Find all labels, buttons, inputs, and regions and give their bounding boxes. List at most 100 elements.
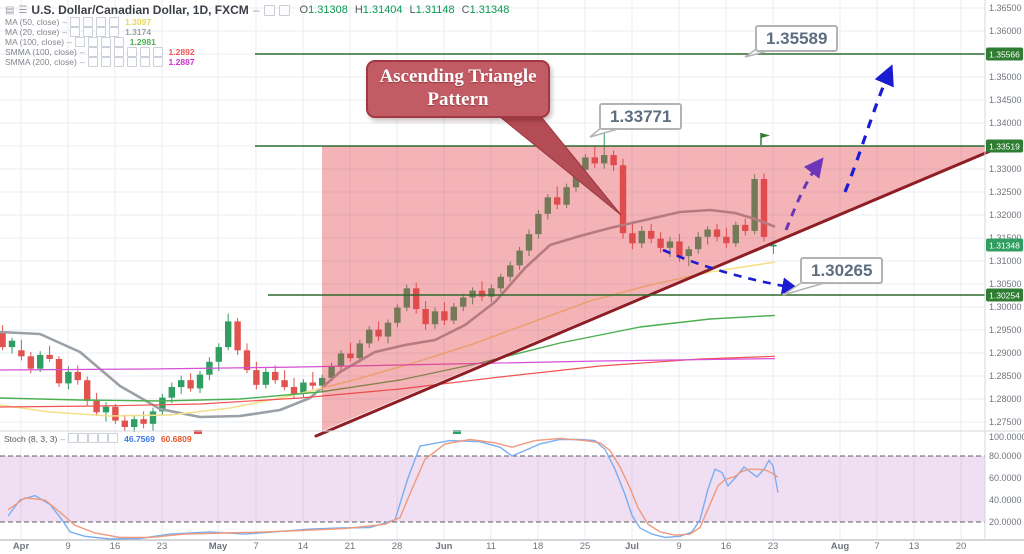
stoch-layer xyxy=(0,430,985,540)
candle-body xyxy=(450,306,457,321)
candle-body xyxy=(563,187,570,205)
candle-body xyxy=(272,371,279,381)
candle-body xyxy=(554,197,561,205)
time-axis-tick: 9 xyxy=(676,541,681,552)
indicator-action-icon[interactable] xyxy=(78,433,89,443)
pane-mark xyxy=(453,430,461,434)
indicator-action-icon[interactable] xyxy=(152,47,163,57)
indicator-action-icon[interactable] xyxy=(109,17,120,27)
indicator-action-icon[interactable] xyxy=(88,433,99,443)
indicator-label: SMMA (200, close) xyxy=(5,57,77,67)
time-axis-tick: 21 xyxy=(345,541,356,552)
time-axis-tick: 25 xyxy=(580,541,591,552)
candle-body xyxy=(394,307,401,323)
indicator-row[interactable]: SMMA (200, close) –1.2887 xyxy=(5,57,195,67)
candle-body xyxy=(27,356,34,369)
stoch-label[interactable]: Stoch (8, 3, 3) xyxy=(4,434,58,444)
bounce-up-arrow[interactable] xyxy=(784,157,824,231)
indicator-label: MA (100, close) xyxy=(5,37,65,47)
projection-down-arrow[interactable] xyxy=(662,248,799,295)
indicator-row[interactable]: MA (50, close) –1.3097 xyxy=(5,17,152,27)
indicator-action-icon[interactable] xyxy=(139,47,150,57)
indicator-action-icon[interactable] xyxy=(83,17,94,27)
time-axis-tick: 13 xyxy=(909,541,920,552)
price-callout-1-33771[interactable]: 1.33771 xyxy=(599,103,683,130)
indicator-action-icon[interactable] xyxy=(100,57,111,67)
candle-body xyxy=(178,380,185,388)
chart-menu-icon[interactable]: ☰ xyxy=(18,4,28,16)
indicator-action-icon[interactable] xyxy=(87,47,98,57)
price-axis-tick: 1.30500 xyxy=(989,279,1022,289)
indicator-action-icon[interactable] xyxy=(83,27,94,37)
indicator-action-icon[interactable] xyxy=(113,57,124,67)
indicator-action-icon[interactable] xyxy=(74,37,85,47)
indicator-action-icon[interactable] xyxy=(98,433,109,443)
indicator-action-icon[interactable] xyxy=(139,57,150,67)
candle-body xyxy=(619,165,627,234)
indicator-action-icon[interactable] xyxy=(109,27,120,37)
ma-line-ma-20 xyxy=(0,208,776,419)
candle-body xyxy=(629,233,636,244)
indicator-row[interactable]: SMMA (100, close) –1.2892 xyxy=(5,47,195,57)
indicator-action-icon[interactable] xyxy=(126,47,137,57)
price-callout-1-35589[interactable]: 1.35589 xyxy=(755,25,839,52)
indicator-value: 1.2892 xyxy=(168,47,195,57)
indicator-action-icon[interactable] xyxy=(113,37,124,47)
candle-body xyxy=(366,329,373,344)
price-axis-tick: 1.30000 xyxy=(989,302,1022,312)
indicator-action-icon[interactable] xyxy=(70,17,81,27)
indicator-action-icon[interactable] xyxy=(87,37,98,47)
price-badge-text: 1.31348 xyxy=(989,241,1020,251)
collapse-pane-icon[interactable]: ▤ xyxy=(5,4,15,16)
indicator-action-icon[interactable] xyxy=(108,433,119,443)
indicator-action-icon[interactable] xyxy=(87,57,98,67)
candle-body xyxy=(469,290,476,298)
time-axis-tick: 28 xyxy=(392,541,403,552)
symbol-title[interactable]: U.S. Dollar/Canadian Dollar, 1D, FXCM xyxy=(31,3,249,17)
indicator-action-icon[interactable] xyxy=(100,47,111,57)
candle-body xyxy=(290,387,298,394)
indicator-action-icon[interactable] xyxy=(70,27,81,37)
ascending-triangle-fill[interactable] xyxy=(322,146,985,431)
indicator-action-icon[interactable] xyxy=(113,47,124,57)
price-axis-tick: 1.32500 xyxy=(989,187,1022,197)
candle-body xyxy=(516,250,523,266)
pattern-annotation-line1: Ascending Triangle xyxy=(379,66,537,87)
symbol-settings-icon[interactable] xyxy=(278,4,290,16)
price-axis-tick: 20.0000 xyxy=(989,517,1022,527)
indicator-action-icon[interactable] xyxy=(126,57,137,67)
candle-body xyxy=(525,234,533,251)
candle-body xyxy=(102,406,110,413)
ohlc-pair: L1.31148 xyxy=(409,4,455,16)
candle-body xyxy=(121,420,128,427)
candle-body xyxy=(215,347,222,362)
time-axis-tick: 20 xyxy=(956,541,967,552)
indicator-row[interactable]: MA (100, close) –1.2981 xyxy=(5,37,156,47)
price-axis-tick: 1.36500 xyxy=(989,3,1022,13)
price-axis-tick: 60.0000 xyxy=(989,473,1022,483)
candle-body xyxy=(695,236,702,250)
indicator-action-icon[interactable] xyxy=(96,27,107,37)
indicator-action-icon[interactable] xyxy=(100,37,111,47)
indicator-action-icon[interactable] xyxy=(68,433,79,443)
price-axis-tick: 80.0000 xyxy=(989,451,1022,461)
symbol-title-row: ▤ ☰ U.S. Dollar/Canadian Dollar, 1D, FXC… xyxy=(5,3,509,17)
price-callout-1-30265[interactable]: 1.30265 xyxy=(800,257,884,284)
indicator-row[interactable]: MA (20, close) –1.3174 xyxy=(5,27,152,37)
candle-body xyxy=(478,290,486,297)
candle-body xyxy=(253,370,260,385)
candle-body xyxy=(234,321,241,351)
candle-body xyxy=(55,359,63,384)
hide-symbol-icon[interactable] xyxy=(263,4,275,16)
candle-body xyxy=(544,197,551,214)
indicator-action-icon[interactable] xyxy=(96,17,107,27)
ohlc-values: O1.31308 H1.31404 L1.31148 C1.31348 xyxy=(300,4,510,16)
price-axis-tick: 1.32000 xyxy=(989,210,1022,220)
ascending-trendline[interactable] xyxy=(314,147,997,438)
price-badge-text: 1.35566 xyxy=(989,50,1020,60)
indicator-action-icon[interactable] xyxy=(152,57,163,67)
separator-dash: – xyxy=(252,3,260,17)
indicator-label: MA (50, close) xyxy=(5,17,60,27)
pattern-annotation-box[interactable]: Ascending Triangle Pattern xyxy=(366,60,550,118)
candle-body xyxy=(422,309,429,325)
